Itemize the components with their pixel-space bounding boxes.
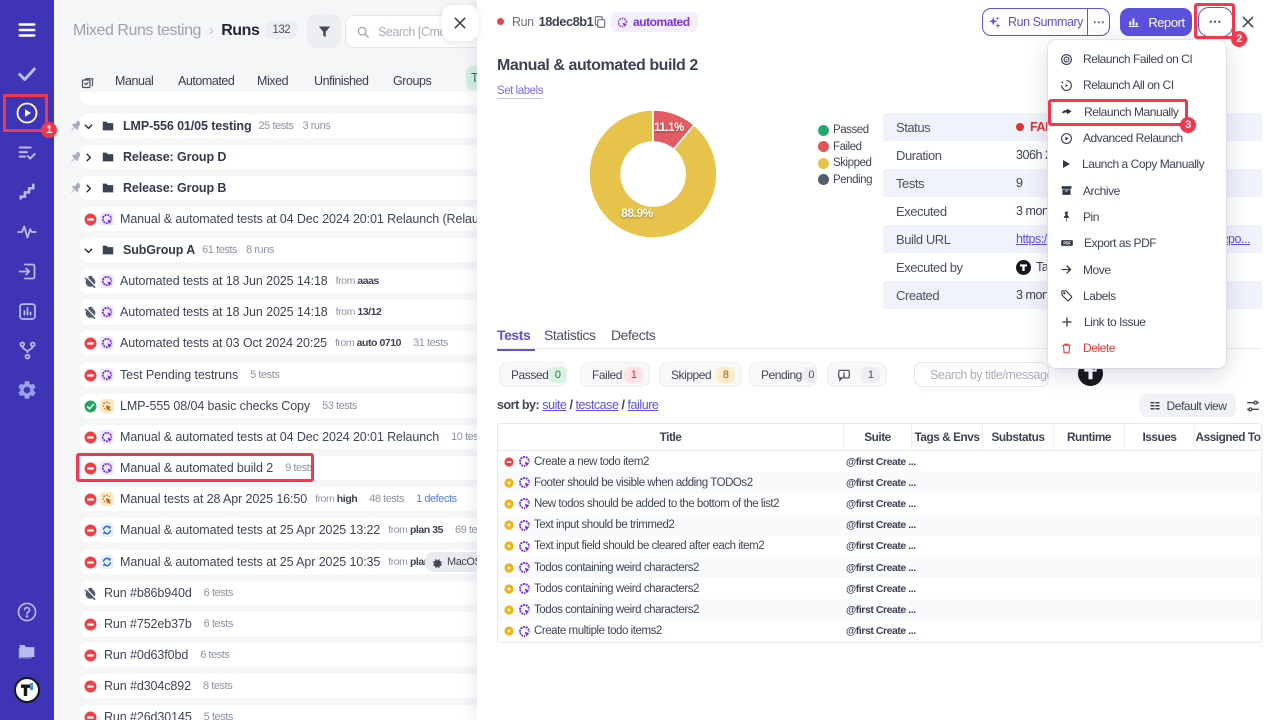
- svg-text:PDF: PDF: [1063, 241, 1071, 246]
- svg-text:11.1%: 11.1%: [654, 122, 684, 134]
- svg-text:88.9%: 88.9%: [621, 206, 654, 220]
